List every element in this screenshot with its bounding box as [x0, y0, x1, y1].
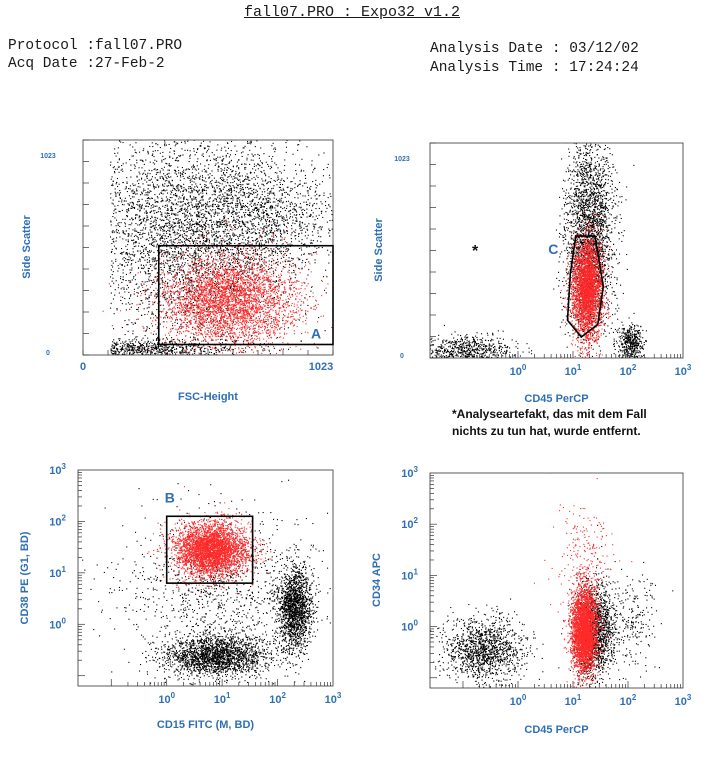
protocol-line: Protocol :fall07.PRO [8, 38, 182, 54]
cluster-p3-0 [128, 620, 306, 686]
ticks-p4 [430, 474, 681, 688]
ticks-p2 [430, 142, 681, 359]
x-tick-3-p2: 103 [675, 363, 692, 378]
footnote: *Analyseartefakt, das mit dem Fall nicht… [452, 406, 647, 440]
artefact-asterisk: * [472, 243, 479, 260]
cluster-p3-1 [261, 539, 320, 682]
analysis-time-line: Analysis Time : 17:24:24 [430, 60, 639, 76]
cluster-p4-2 [602, 561, 674, 678]
x-tick-3-p3: 103 [325, 691, 342, 706]
y-tick-0-p2: 0 [400, 353, 404, 360]
plot-p3: 100 101 102 103 100 101 102 103 CD15 FITC (M, BD… [19, 462, 342, 731]
footnote-line-2: nichts zu tun hat, wurde entfernt. [452, 423, 647, 440]
cluster-p1-0 [110, 140, 333, 352]
y-tick-0-p4: 100 [401, 619, 418, 634]
cluster-p3-3 [147, 486, 272, 595]
y-tick-2-p4: 102 [401, 516, 418, 531]
x-axis-label-p3: CD15 FITC (M, BD) [157, 719, 255, 731]
plot-p1: 0 1023 0 1023 FSC-Height Side Scatter A [21, 139, 334, 403]
events-p3 [82, 479, 331, 686]
x-tick-0-p4: 100 [510, 693, 527, 708]
gate-A [157, 244, 334, 346]
x-axis-label-p1: FSC-Height [178, 391, 238, 403]
events-p4 [430, 473, 674, 688]
plot-p4: 100 101 102 103 100 101 102 103 CD45 PerCP CD34 A… [371, 465, 692, 736]
x-tick-1-p2: 101 [565, 363, 582, 378]
gate-label-A: A [311, 325, 321, 341]
events-p2 [430, 143, 647, 358]
cluster-p1-2 [166, 140, 333, 314]
y-tick-1023-p2: 1023 [394, 156, 410, 163]
cluster-p3-2 [82, 479, 331, 685]
cluster-p4-4 [533, 473, 633, 620]
y-tick-2-p3: 102 [49, 513, 66, 528]
y-tick-0-p1: 0 [46, 350, 50, 357]
x-axis-label-p4: CD45 PerCP [524, 724, 588, 736]
footnote-line-1: *Analyseartefakt, das mit dem Fall [452, 406, 647, 423]
cluster-p2-3 [560, 200, 611, 358]
y-tick-0-p3: 100 [49, 616, 66, 631]
x-tick-1-p4: 101 [565, 693, 582, 708]
cluster-p2-1 [430, 324, 533, 358]
x-tick-0-p3: 100 [158, 691, 175, 706]
cluster-p1-3 [102, 220, 333, 355]
cluster-p2-0 [553, 143, 635, 358]
report-title: fall07.PRO : Expo32 v1.2 [244, 4, 460, 21]
gate-label-C: C [548, 241, 558, 257]
x-tick-1-p3: 101 [214, 691, 231, 706]
cluster-p4-0 [430, 598, 560, 688]
y-axis-label-p2: Side Scatter [373, 217, 385, 281]
gate-C [566, 235, 605, 339]
y-tick-1-p4: 101 [401, 567, 418, 582]
cluster-p1-1 [110, 330, 319, 355]
ticks-p1 [82, 139, 334, 356]
cluster-p2-2 [610, 312, 647, 358]
events-p1 [102, 140, 333, 355]
x-tick-2-p4: 102 [620, 693, 637, 708]
x-tick-0-p1: 0 [80, 361, 86, 373]
y-axis-label-p4: CD34 APC [371, 553, 383, 607]
x-tick-2-p3: 102 [269, 691, 286, 706]
gate-label-B: B [165, 489, 175, 505]
y-tick-1-p3: 101 [49, 565, 66, 580]
x-tick-2-p2: 102 [620, 363, 637, 378]
y-tick-3-p4: 103 [401, 465, 418, 480]
x-tick-0-p2: 100 [510, 363, 527, 378]
plot-p2: 100 101 102 103 0 1023 CD45 PerCP Side Scatter C… [373, 142, 692, 405]
acq-date-line: Acq Date :27-Feb-2 [8, 56, 165, 72]
analysis-date-line: Analysis Date : 03/12/02 [430, 41, 639, 57]
x-axis-label-p2: CD45 PerCP [524, 393, 588, 405]
x-tick-1023-p1: 1023 [309, 361, 333, 373]
cluster-p4-3 [562, 564, 610, 688]
y-axis-label-p1: Side Scatter [21, 214, 33, 278]
y-axis-label-p3: CD38 PE (G1, BD) [19, 531, 31, 624]
y-tick-1023-p1: 1023 [40, 153, 56, 160]
x-tick-3-p4: 103 [675, 693, 692, 708]
y-tick-3-p3: 103 [49, 462, 66, 477]
gate-B [165, 515, 254, 584]
ticks-p3 [78, 472, 331, 686]
